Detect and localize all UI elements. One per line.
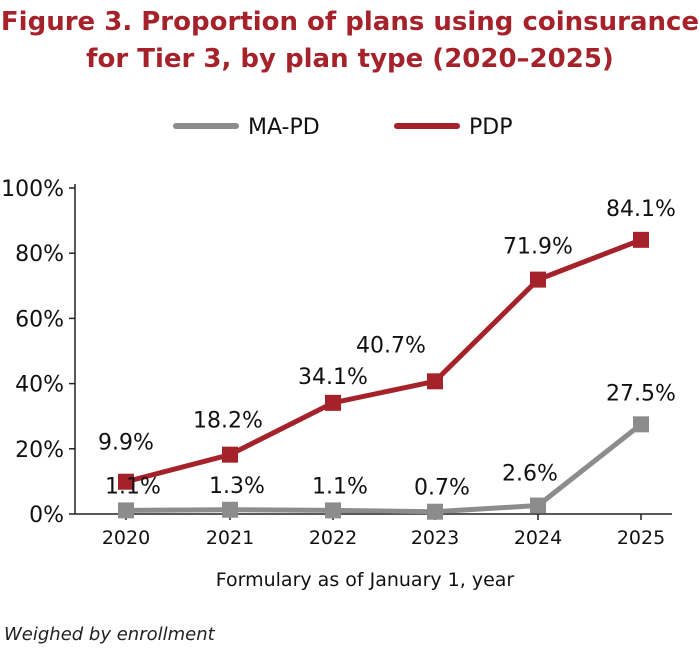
data-label-ma-pd-2023: 0.7% (414, 476, 470, 501)
line-chart: 0% 20% 40% 60% 80% 100% 2020 2021 2022 2023 2024 20… (1, 115, 676, 591)
series-line-pdp (125, 237, 642, 485)
data-label-ma-pd-2025: 27.5% (606, 381, 676, 406)
data-label-pdp-2021: 18.2% (193, 409, 263, 434)
chart-title-line-1: Figure 3. Proportion of plans using coin… (0, 7, 700, 37)
x-axis-title: Formulary as of January 1, year (216, 569, 515, 591)
data-label-pdp-2022: 34.1% (298, 365, 368, 390)
y-tick-label-0: 0% (29, 503, 64, 528)
marker-ma-pd-2020 (118, 502, 134, 519)
data-label-pdp-2020: 9.9% (98, 431, 154, 456)
x-tick-label-2020: 2020 (102, 527, 150, 549)
y-tick-label-20: 20% (15, 438, 64, 463)
marker-ma-pd-2024 (530, 497, 546, 514)
x-tick-label-2025: 2025 (617, 527, 665, 549)
marker-pdp-2025 (633, 231, 649, 248)
marker-ma-pd-2023 (427, 503, 443, 520)
x-tick-label-2022: 2022 (309, 527, 357, 549)
legend-label-ma-pd: MA-PD (248, 115, 320, 140)
marker-pdp-2021 (222, 446, 238, 463)
marker-pdp-2024 (530, 271, 546, 288)
footnote: Weighed by enrollment (4, 624, 215, 645)
chart-title: Figure 3. Proportion of plans using coin… (0, 4, 700, 78)
data-label-ma-pd-2021: 1.3% (209, 474, 265, 499)
marker-pdp-2022 (325, 394, 341, 411)
chart-title-line-2: for Tier 3, by plan type (2020–2025) (86, 44, 614, 74)
x-tick-label-2021: 2021 (206, 527, 254, 549)
x-tick-label-2024: 2024 (514, 527, 562, 549)
data-label-ma-pd-2024: 2.6% (502, 462, 558, 487)
y-tick-label-40: 40% (15, 373, 64, 398)
data-label-pdp-2025: 84.1% (606, 197, 676, 222)
data-label-ma-pd-2022: 1.1% (312, 474, 368, 499)
y-tick-label-100: 100% (1, 177, 64, 202)
y-tick-label-60: 60% (15, 307, 64, 332)
marker-pdp-2023 (427, 373, 443, 390)
series-line-ma-pd (125, 422, 643, 515)
x-tick-label-2023: 2023 (411, 527, 459, 549)
data-label-pdp-2023: 40.7% (356, 333, 426, 358)
marker-ma-pd-2021 (222, 501, 238, 518)
legend-label-pdp: PDP (469, 115, 512, 140)
y-tick-label-80: 80% (15, 242, 64, 267)
marker-pdp-2020 (118, 473, 134, 490)
marker-ma-pd-2025 (633, 416, 649, 433)
data-label-ma-pd-2020: 1.1% (105, 474, 161, 499)
marker-ma-pd-2022 (325, 502, 341, 519)
data-label-pdp-2024: 71.9% (503, 235, 573, 260)
